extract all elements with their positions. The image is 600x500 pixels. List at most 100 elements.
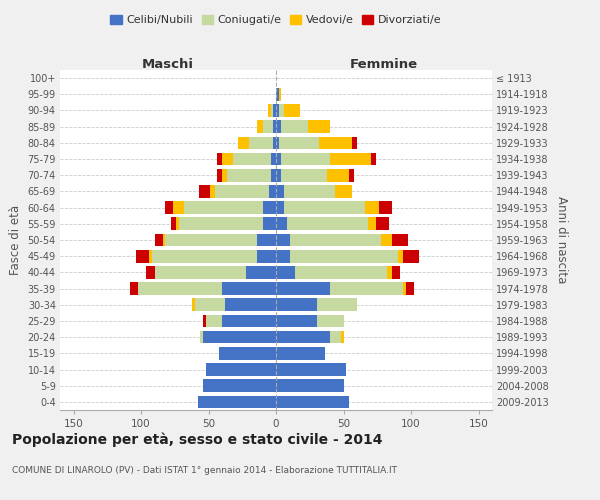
Bar — [220, 347, 276, 360]
Bar — [176, 218, 179, 230]
Bar — [365, 202, 379, 214]
Bar — [387, 266, 392, 278]
Bar — [403, 282, 406, 295]
Bar — [276, 104, 278, 117]
Text: Femmine: Femmine — [350, 58, 418, 71]
Bar — [274, 104, 276, 117]
Bar — [328, 169, 349, 181]
Text: COMUNE DI LINAROLO (PV) - Dati ISTAT 1° gennaio 2014 - Elaborazione TUTTITALIA.I: COMUNE DI LINAROLO (PV) - Dati ISTAT 1° … — [12, 466, 397, 475]
Bar — [155, 234, 163, 246]
Bar — [257, 234, 276, 246]
Bar — [290, 250, 398, 262]
Bar — [281, 169, 328, 181]
Bar — [341, 331, 343, 344]
Bar — [269, 185, 276, 198]
Bar — [276, 202, 284, 214]
Y-axis label: Anni di nascita: Anni di nascita — [556, 196, 568, 284]
Bar — [406, 282, 414, 295]
Bar — [199, 185, 210, 198]
Bar — [330, 152, 371, 166]
Bar — [330, 282, 403, 295]
Bar — [278, 136, 319, 149]
Bar — [284, 202, 365, 214]
Bar — [278, 88, 281, 101]
Bar — [330, 331, 341, 344]
Bar — [276, 218, 287, 230]
Bar — [166, 234, 257, 246]
Bar — [222, 169, 227, 181]
Bar — [317, 314, 343, 328]
Bar — [163, 234, 166, 246]
Bar — [271, 169, 276, 181]
Bar — [271, 152, 276, 166]
Bar — [222, 282, 276, 295]
Bar — [281, 152, 330, 166]
Bar — [263, 218, 276, 230]
Bar — [263, 120, 274, 133]
Bar — [276, 88, 278, 101]
Bar — [193, 298, 195, 311]
Bar — [203, 314, 206, 328]
Bar — [276, 152, 281, 166]
Legend: Celibi/Nubili, Coniugati/e, Vedovi/e, Divorziati/e: Celibi/Nubili, Coniugati/e, Vedovi/e, Di… — [106, 10, 446, 30]
Bar — [284, 104, 301, 117]
Bar — [227, 169, 271, 181]
Bar — [382, 234, 392, 246]
Bar — [257, 250, 276, 262]
Bar — [215, 185, 269, 198]
Bar — [184, 202, 263, 214]
Bar — [263, 202, 276, 214]
Bar — [274, 120, 276, 133]
Bar — [200, 331, 203, 344]
Bar — [278, 104, 284, 117]
Bar — [276, 314, 317, 328]
Bar — [276, 363, 346, 376]
Bar — [276, 396, 349, 408]
Bar — [276, 120, 281, 133]
Bar — [217, 152, 222, 166]
Bar — [403, 250, 419, 262]
Bar — [271, 104, 274, 117]
Bar — [352, 136, 357, 149]
Bar — [392, 266, 400, 278]
Bar — [276, 298, 317, 311]
Bar — [276, 331, 330, 344]
Bar — [319, 136, 352, 149]
Bar — [146, 266, 155, 278]
Bar — [335, 185, 352, 198]
Bar — [206, 314, 222, 328]
Bar — [217, 169, 222, 181]
Bar — [130, 282, 139, 295]
Bar — [224, 298, 276, 311]
Bar — [376, 218, 389, 230]
Bar — [398, 250, 403, 262]
Bar — [276, 266, 295, 278]
Bar — [308, 120, 330, 133]
Bar — [276, 136, 278, 149]
Bar — [368, 218, 376, 230]
Bar — [210, 185, 215, 198]
Bar — [206, 363, 276, 376]
Bar — [284, 185, 335, 198]
Bar — [276, 282, 330, 295]
Bar — [247, 266, 276, 278]
Bar — [276, 380, 343, 392]
Bar — [371, 152, 376, 166]
Bar — [166, 202, 173, 214]
Bar — [249, 136, 274, 149]
Bar — [276, 234, 290, 246]
Bar — [276, 185, 284, 198]
Bar — [222, 152, 233, 166]
Bar — [139, 282, 222, 295]
Bar — [276, 347, 325, 360]
Bar — [295, 266, 387, 278]
Bar — [257, 120, 263, 133]
Bar — [276, 250, 290, 262]
Bar — [349, 169, 354, 181]
Bar — [136, 250, 149, 262]
Bar — [233, 152, 271, 166]
Bar — [392, 234, 409, 246]
Bar — [198, 396, 276, 408]
Text: Popolazione per età, sesso e stato civile - 2014: Popolazione per età, sesso e stato civil… — [12, 432, 383, 447]
Bar — [149, 250, 152, 262]
